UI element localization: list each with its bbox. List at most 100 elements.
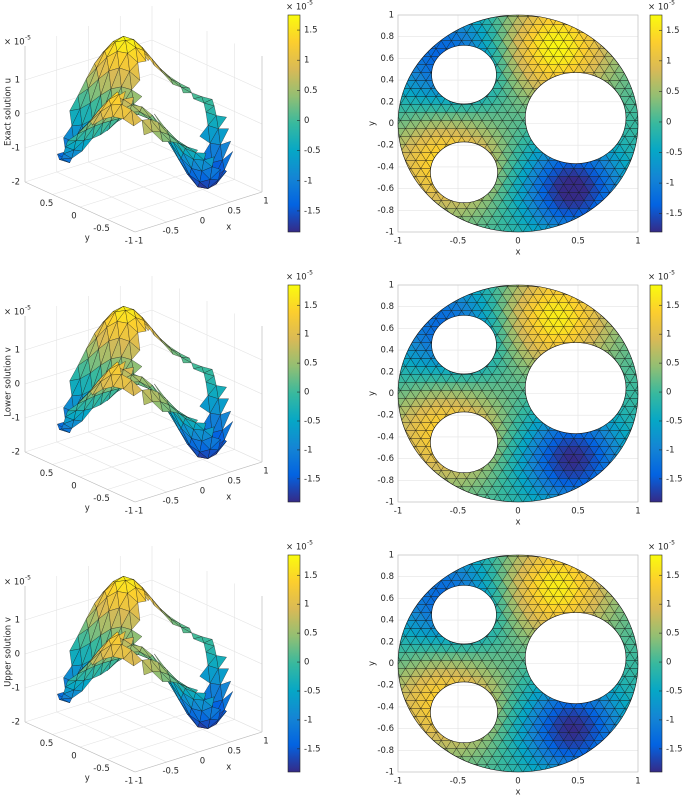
mesh-triangle bbox=[548, 668, 558, 676]
mesh-triangle bbox=[553, 653, 563, 661]
mesh-triangle bbox=[579, 351, 589, 359]
x-tick-label: -0.5 bbox=[162, 497, 179, 507]
mesh-triangle bbox=[553, 621, 563, 629]
mesh-triangle bbox=[620, 327, 630, 335]
mesh-triangle bbox=[487, 279, 497, 287]
mesh-triangle bbox=[467, 700, 477, 708]
mesh-triangle bbox=[482, 700, 492, 708]
mesh-triangle bbox=[569, 494, 579, 502]
colorbar-tick-label: 0.5 bbox=[666, 359, 680, 369]
mesh-triangle bbox=[528, 645, 538, 653]
mesh-triangle bbox=[543, 406, 553, 414]
mesh-triangle bbox=[451, 49, 461, 57]
mesh-triangle bbox=[579, 565, 589, 573]
mesh-triangle bbox=[553, 128, 563, 136]
mesh-triangle bbox=[574, 398, 584, 406]
mesh-triangle bbox=[548, 89, 558, 97]
mesh-triangle bbox=[477, 232, 487, 240]
mesh-triangle bbox=[574, 113, 584, 121]
mesh-triangle bbox=[574, 343, 584, 351]
x-tick-label: 0 bbox=[200, 217, 205, 227]
mesh-triangle bbox=[543, 676, 553, 684]
mesh-triangle bbox=[559, 224, 569, 232]
mesh-triangle bbox=[446, 621, 456, 629]
mesh-triangle bbox=[533, 89, 543, 97]
mesh-triangle bbox=[569, 692, 579, 700]
mesh-triangle bbox=[589, 390, 599, 398]
mesh-triangle bbox=[462, 319, 472, 327]
mesh-triangle bbox=[553, 406, 563, 414]
mesh-triangle bbox=[482, 81, 492, 89]
mesh-triangle bbox=[640, 97, 650, 105]
mesh-triangle bbox=[533, 668, 543, 676]
mesh-triangle bbox=[477, 502, 487, 510]
mesh-triangle bbox=[610, 653, 620, 661]
mesh-triangle bbox=[426, 311, 436, 319]
mesh-triangle bbox=[548, 629, 558, 637]
mesh-triangle bbox=[446, 335, 456, 343]
y-tick-label: 0.4 bbox=[380, 346, 394, 356]
mesh-triangle bbox=[635, 621, 645, 629]
surface bbox=[57, 306, 232, 458]
mesh-triangle bbox=[482, 279, 492, 287]
mesh-triangle bbox=[482, 343, 492, 351]
colorbar-tick-label: -1.5 bbox=[666, 744, 683, 754]
mesh-triangle bbox=[477, 772, 487, 780]
exponent-base: × 10 bbox=[4, 308, 25, 318]
mesh-triangle bbox=[538, 279, 548, 287]
mesh-triangle bbox=[482, 351, 492, 359]
mesh-triangle bbox=[538, 637, 548, 645]
mesh-triangle bbox=[467, 9, 477, 17]
mesh-triangle bbox=[395, 430, 405, 438]
mesh-triangle bbox=[533, 772, 543, 780]
mesh-triangle bbox=[462, 732, 472, 740]
mesh-triangle bbox=[604, 89, 614, 97]
mesh-triangle bbox=[385, 128, 395, 136]
mesh-triangle bbox=[548, 549, 558, 557]
mesh-triangle bbox=[584, 398, 594, 406]
mesh bbox=[385, 279, 650, 511]
mesh-triangle bbox=[487, 772, 497, 780]
mesh-triangle bbox=[604, 676, 614, 684]
mesh-triangle bbox=[528, 660, 538, 668]
mesh-triangle bbox=[589, 375, 599, 383]
y-tick-label: -0.6 bbox=[377, 184, 394, 194]
mesh-triangle bbox=[477, 629, 487, 637]
mesh-triangle bbox=[604, 375, 614, 383]
mesh-triangle bbox=[584, 383, 594, 391]
mesh-triangle bbox=[446, 422, 456, 430]
x-tick-label: 1 bbox=[635, 777, 640, 787]
mesh-triangle bbox=[630, 430, 640, 438]
mesh-triangle bbox=[564, 621, 574, 629]
surface bbox=[57, 36, 232, 188]
mesh-triangle bbox=[569, 668, 579, 676]
mesh-triangle bbox=[462, 430, 472, 438]
mesh-triangle bbox=[610, 113, 620, 121]
mesh-triangle bbox=[477, 168, 487, 176]
mesh-triangle bbox=[462, 597, 472, 605]
mesh-triangle bbox=[548, 676, 558, 684]
mesh-triangle bbox=[559, 398, 569, 406]
x-tick-label: 0.5 bbox=[227, 747, 241, 757]
mesh-triangle bbox=[538, 113, 548, 121]
mesh-triangle bbox=[482, 73, 492, 81]
mesh-triangle bbox=[604, 113, 614, 121]
mesh-triangle bbox=[579, 89, 589, 97]
mesh-triangle bbox=[421, 41, 431, 49]
mesh-triangle bbox=[533, 390, 543, 398]
y-tick-label: -0.8 bbox=[377, 476, 394, 486]
mesh-triangle bbox=[548, 383, 558, 391]
z-axis-label: Lower solution v bbox=[4, 347, 14, 417]
mesh-triangle bbox=[640, 653, 650, 661]
mesh-triangle bbox=[533, 9, 543, 17]
mesh-triangle bbox=[579, 144, 589, 152]
mesh-triangle bbox=[472, 716, 482, 724]
mesh-triangle bbox=[620, 597, 630, 605]
mesh-triangle bbox=[421, 470, 431, 478]
x-axis-label: x bbox=[515, 518, 520, 528]
mesh-triangle bbox=[482, 605, 492, 613]
mesh-triangle bbox=[502, 232, 512, 240]
colorbar-tick-label: 0 bbox=[304, 116, 309, 126]
mesh-triangle bbox=[487, 708, 497, 716]
mesh-triangle bbox=[543, 128, 553, 136]
